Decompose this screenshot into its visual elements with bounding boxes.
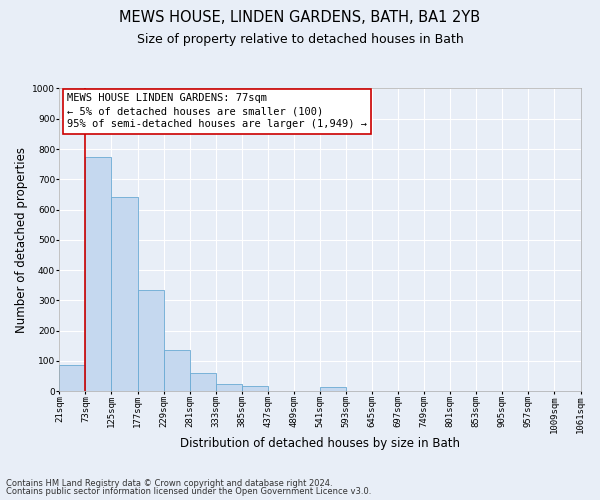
Bar: [190, 373, 215, 391]
Bar: [164, 350, 190, 391]
Text: Contains HM Land Registry data © Crown copyright and database right 2024.: Contains HM Land Registry data © Crown c…: [6, 478, 332, 488]
Bar: [242, 386, 268, 391]
Text: Size of property relative to detached houses in Bath: Size of property relative to detached ho…: [137, 32, 463, 46]
Y-axis label: Number of detached properties: Number of detached properties: [15, 147, 28, 333]
Bar: [137, 290, 164, 391]
X-axis label: Distribution of detached houses by size in Bath: Distribution of detached houses by size …: [180, 437, 460, 450]
Text: MEWS HOUSE, LINDEN GARDENS, BATH, BA1 2YB: MEWS HOUSE, LINDEN GARDENS, BATH, BA1 2Y…: [119, 10, 481, 25]
Text: Contains public sector information licensed under the Open Government Licence v3: Contains public sector information licen…: [6, 487, 371, 496]
Bar: [85, 156, 112, 391]
Bar: [215, 384, 242, 391]
Text: MEWS HOUSE LINDEN GARDENS: 77sqm
← 5% of detached houses are smaller (100)
95% o: MEWS HOUSE LINDEN GARDENS: 77sqm ← 5% of…: [67, 93, 367, 130]
Bar: [59, 366, 85, 391]
Bar: [112, 198, 137, 391]
Bar: [320, 388, 346, 391]
